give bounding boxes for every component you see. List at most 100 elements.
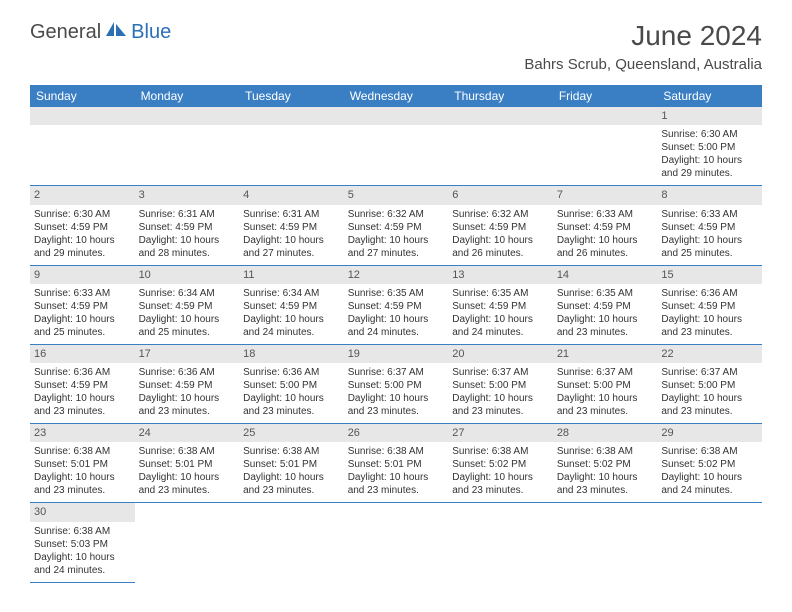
sunrise-line: Sunrise: 6:30 AM [34,208,131,221]
daylight-line: Daylight: 10 hours and 23 minutes. [139,471,236,497]
day-number: 8 [657,186,762,204]
sunrise-line: Sunrise: 6:38 AM [452,445,549,458]
sunset-line: Sunset: 4:59 PM [139,300,236,313]
sunrise-line: Sunrise: 6:38 AM [139,445,236,458]
header-right: June 2024 Bahrs Scrub, Queensland, Austr… [524,20,762,73]
sunset-line: Sunset: 5:00 PM [243,379,340,392]
sunset-line: Sunset: 4:59 PM [243,221,340,234]
sunset-line: Sunset: 5:00 PM [661,379,758,392]
day-number: 11 [239,266,344,284]
sunrise-line: Sunrise: 6:37 AM [557,366,654,379]
day-content: Sunrise: 6:37 AMSunset: 5:00 PMDaylight:… [344,363,449,423]
day-number: 16 [30,345,135,363]
logo-text-blue: Blue [131,21,171,44]
empty-daynum [448,107,553,125]
day-number: 30 [30,503,135,521]
calendar-cell: 21Sunrise: 6:37 AMSunset: 5:00 PMDayligh… [553,344,658,423]
calendar-cell [448,107,553,186]
location: Bahrs Scrub, Queensland, Australia [524,56,762,73]
calendar-cell: 30Sunrise: 6:38 AMSunset: 5:03 PMDayligh… [30,503,135,582]
calendar-cell [239,503,344,582]
sunset-line: Sunset: 5:00 PM [661,141,758,154]
calendar-cell: 27Sunrise: 6:38 AMSunset: 5:02 PMDayligh… [448,424,553,503]
daylight-line: Daylight: 10 hours and 23 minutes. [557,392,654,418]
day-content: Sunrise: 6:32 AMSunset: 4:59 PMDaylight:… [344,205,449,265]
empty-daynum [30,107,135,125]
day-content: Sunrise: 6:38 AMSunset: 5:02 PMDaylight:… [553,442,658,502]
daylight-line: Daylight: 10 hours and 28 minutes. [139,234,236,260]
calendar-table: SundayMondayTuesdayWednesdayThursdayFrid… [30,85,762,583]
sunrise-line: Sunrise: 6:33 AM [557,208,654,221]
daylight-line: Daylight: 10 hours and 23 minutes. [34,471,131,497]
logo-text-general: General [30,21,101,44]
sunrise-line: Sunrise: 6:34 AM [243,287,340,300]
day-content: Sunrise: 6:31 AMSunset: 4:59 PMDaylight:… [135,205,240,265]
calendar-row: 30Sunrise: 6:38 AMSunset: 5:03 PMDayligh… [30,503,762,582]
calendar-cell: 16Sunrise: 6:36 AMSunset: 4:59 PMDayligh… [30,344,135,423]
daylight-line: Daylight: 10 hours and 24 minutes. [34,551,131,577]
daylight-line: Daylight: 10 hours and 23 minutes. [661,392,758,418]
daylight-line: Daylight: 10 hours and 23 minutes. [243,392,340,418]
day-number: 1 [657,107,762,125]
day-content: Sunrise: 6:36 AMSunset: 5:00 PMDaylight:… [239,363,344,423]
day-content: Sunrise: 6:33 AMSunset: 4:59 PMDaylight:… [657,205,762,265]
month-title: June 2024 [524,20,762,52]
day-content: Sunrise: 6:35 AMSunset: 4:59 PMDaylight:… [448,284,553,344]
day-content: Sunrise: 6:30 AMSunset: 4:59 PMDaylight:… [30,205,135,265]
calendar-cell: 2Sunrise: 6:30 AMSunset: 4:59 PMDaylight… [30,186,135,265]
day-number: 7 [553,186,658,204]
calendar-cell: 4Sunrise: 6:31 AMSunset: 4:59 PMDaylight… [239,186,344,265]
daylight-line: Daylight: 10 hours and 23 minutes. [557,471,654,497]
weekday-header: Monday [135,85,240,107]
calendar-cell: 11Sunrise: 6:34 AMSunset: 4:59 PMDayligh… [239,265,344,344]
sunrise-line: Sunrise: 6:31 AM [243,208,340,221]
sunrise-line: Sunrise: 6:37 AM [661,366,758,379]
calendar-cell: 22Sunrise: 6:37 AMSunset: 5:00 PMDayligh… [657,344,762,423]
day-number: 2 [30,186,135,204]
sunrise-line: Sunrise: 6:33 AM [34,287,131,300]
weekday-header: Wednesday [344,85,449,107]
daylight-line: Daylight: 10 hours and 23 minutes. [139,392,236,418]
day-content: Sunrise: 6:34 AMSunset: 4:59 PMDaylight:… [135,284,240,344]
sunrise-line: Sunrise: 6:35 AM [452,287,549,300]
daylight-line: Daylight: 10 hours and 29 minutes. [34,234,131,260]
day-number: 12 [344,266,449,284]
calendar-cell: 17Sunrise: 6:36 AMSunset: 4:59 PMDayligh… [135,344,240,423]
day-number: 3 [135,186,240,204]
calendar-cell: 26Sunrise: 6:38 AMSunset: 5:01 PMDayligh… [344,424,449,503]
day-number: 5 [344,186,449,204]
calendar-cell [344,503,449,582]
sunrise-line: Sunrise: 6:34 AM [139,287,236,300]
day-content: Sunrise: 6:38 AMSunset: 5:02 PMDaylight:… [448,442,553,502]
calendar-row: 9Sunrise: 6:33 AMSunset: 4:59 PMDaylight… [30,265,762,344]
sunrise-line: Sunrise: 6:31 AM [139,208,236,221]
sunset-line: Sunset: 5:00 PM [452,379,549,392]
sunset-line: Sunset: 4:59 PM [557,221,654,234]
sunrise-line: Sunrise: 6:36 AM [243,366,340,379]
sunset-line: Sunset: 5:01 PM [34,458,131,471]
calendar-cell [30,107,135,186]
sunset-line: Sunset: 4:59 PM [34,379,131,392]
day-content: Sunrise: 6:38 AMSunset: 5:01 PMDaylight:… [30,442,135,502]
daylight-line: Daylight: 10 hours and 23 minutes. [452,392,549,418]
sunrise-line: Sunrise: 6:38 AM [34,525,131,538]
sunset-line: Sunset: 4:59 PM [661,300,758,313]
sunrise-line: Sunrise: 6:35 AM [348,287,445,300]
empty-daynum [135,107,240,125]
weekday-header: Tuesday [239,85,344,107]
day-number: 25 [239,424,344,442]
day-number: 29 [657,424,762,442]
sunset-line: Sunset: 4:59 PM [34,221,131,234]
day-content: Sunrise: 6:37 AMSunset: 5:00 PMDaylight:… [448,363,553,423]
calendar-cell: 18Sunrise: 6:36 AMSunset: 5:00 PMDayligh… [239,344,344,423]
sunset-line: Sunset: 4:59 PM [139,379,236,392]
day-content: Sunrise: 6:36 AMSunset: 4:59 PMDaylight:… [135,363,240,423]
day-number: 6 [448,186,553,204]
day-number: 13 [448,266,553,284]
day-content: Sunrise: 6:31 AMSunset: 4:59 PMDaylight:… [239,205,344,265]
day-content: Sunrise: 6:33 AMSunset: 4:59 PMDaylight:… [553,205,658,265]
sunrise-line: Sunrise: 6:32 AM [348,208,445,221]
sunset-line: Sunset: 5:01 PM [139,458,236,471]
day-number: 24 [135,424,240,442]
day-content: Sunrise: 6:34 AMSunset: 4:59 PMDaylight:… [239,284,344,344]
